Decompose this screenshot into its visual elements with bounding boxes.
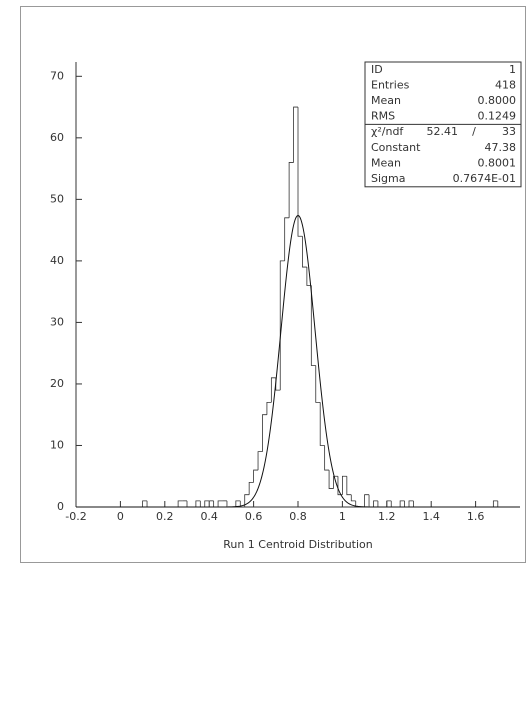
ndf-value: 33	[502, 125, 516, 138]
histogram-bin	[377, 500, 383, 508]
histogram-bin	[373, 500, 378, 507]
x-tick-label: 1.6	[467, 510, 485, 523]
x-tick-label: 0	[117, 510, 124, 523]
chi2-value: 52.41	[427, 125, 459, 138]
histogram-bin	[239, 500, 245, 508]
histogram-bin	[386, 500, 392, 507]
x-tick-label: 0.4	[200, 510, 218, 523]
y-tick-label: 20	[50, 377, 64, 390]
histogram-bin	[333, 475, 338, 489]
chi2-label: χ²/ndf	[371, 125, 404, 138]
x-tick-label: 1.2	[378, 510, 396, 523]
histogram-bin	[306, 267, 312, 286]
histogram-bin	[497, 500, 503, 508]
chi2-slash: /	[472, 125, 476, 138]
histogram-bin	[213, 500, 219, 508]
histogram-bin	[288, 162, 294, 218]
x-axis-label: Run 1 Centroid Distribution	[223, 538, 373, 551]
histogram-bin	[257, 451, 263, 471]
fit-value: 0.8001	[478, 156, 517, 169]
histogram-bin	[199, 500, 205, 508]
histogram-bin	[408, 500, 414, 507]
histogram-bin	[284, 217, 290, 261]
stats-value: 1	[509, 63, 516, 76]
stats-label: Entries	[371, 78, 410, 91]
histogram-bin	[146, 500, 152, 508]
fit-label: Mean	[371, 156, 401, 169]
histogram-bin	[266, 402, 272, 415]
histogram-bin	[253, 469, 259, 483]
fit-curve	[76, 214, 520, 508]
histogram-bin	[319, 402, 325, 446]
histogram-bin	[492, 500, 498, 507]
stats-value: 0.1249	[478, 110, 517, 123]
histogram-bin	[204, 500, 210, 507]
fit-label: Sigma	[371, 172, 405, 185]
stats-label: RMS	[371, 110, 395, 123]
histogram-bin	[346, 476, 352, 496]
histogram-bin	[195, 500, 201, 507]
histogram-bin	[350, 494, 356, 502]
stats-label: ID	[371, 63, 383, 76]
x-tick-label: -0.2	[65, 510, 86, 523]
stats-label: Mean	[371, 94, 401, 107]
fit-value: 47.38	[485, 141, 517, 154]
histogram-bin	[244, 494, 250, 507]
histogram-bin	[302, 236, 307, 268]
y-tick-label: 70	[50, 69, 64, 82]
histogram-bin	[337, 476, 343, 496]
histogram-bin	[279, 260, 285, 391]
stats-value: 418	[495, 78, 516, 91]
histogram-bin	[324, 445, 330, 471]
histogram-bin	[217, 500, 223, 507]
fit-label: Constant	[371, 141, 421, 154]
histogram-bin	[186, 500, 192, 508]
y-tick-label: 0	[57, 500, 64, 513]
histogram-bin	[404, 500, 409, 508]
x-tick-label: 1	[339, 510, 346, 523]
histogram-bin	[355, 500, 361, 508]
histogram-bin	[413, 500, 418, 508]
histogram-bin	[297, 107, 303, 237]
y-tick-label: 60	[50, 131, 64, 144]
y-tick-label: 10	[50, 438, 64, 451]
x-tick-label: 0.6	[245, 510, 263, 523]
histogram-bin	[270, 377, 276, 403]
histogram-bin	[248, 481, 254, 495]
histogram-bin	[368, 494, 374, 508]
histogram-bin	[262, 414, 267, 452]
x-tick-label: 0.2	[156, 510, 174, 523]
histogram-bin	[142, 500, 148, 507]
x-tick-label: 0.8	[289, 510, 307, 523]
y-tick-label: 30	[50, 315, 64, 328]
y-tick-label: 40	[50, 254, 64, 267]
histogram-bin	[293, 106, 298, 163]
histogram-bin	[235, 500, 241, 507]
histogram-bin	[364, 494, 370, 507]
histogram-bin	[315, 365, 321, 403]
fit-value: 0.7674E-01	[453, 172, 516, 185]
histogram-bin	[177, 500, 183, 507]
histogram-bin	[390, 500, 396, 508]
histogram-bin	[399, 500, 405, 507]
x-tick-label: 1.4	[422, 510, 440, 523]
histogram-bin	[328, 470, 334, 489]
histogram-bin	[342, 475, 347, 495]
histogram-bin	[226, 500, 232, 508]
histogram-bin	[310, 285, 316, 366]
y-tick-label: 50	[50, 192, 64, 205]
stats-value: 0.8000	[478, 94, 517, 107]
